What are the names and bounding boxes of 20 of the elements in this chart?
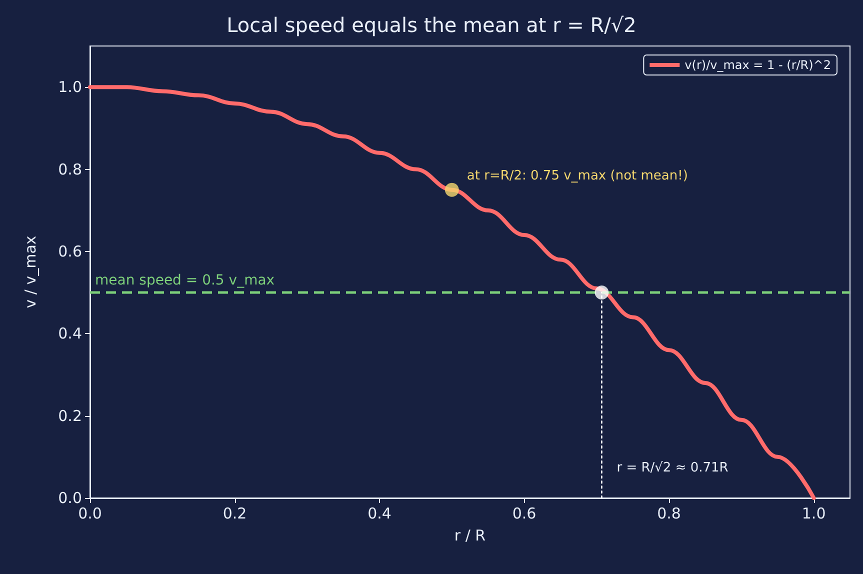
annotation: r = R/√2 ≈ 0.71R xyxy=(616,460,728,476)
y-axis-title: v / v_max xyxy=(22,236,40,308)
x-tick-label: 0.0 xyxy=(78,504,102,522)
x-tick-label: 0.6 xyxy=(512,504,536,522)
y-tick-label: 1.0 xyxy=(58,78,82,96)
y-tick-label: 0.4 xyxy=(58,324,82,343)
x-tick-label: 0.8 xyxy=(657,504,681,522)
ref-line-label: mean speed = 0.5 v_max xyxy=(95,272,275,289)
legend-label: v(r)/v_max = 1 - (r/R)^2 xyxy=(684,58,832,72)
x-tick-label: 1.0 xyxy=(802,504,826,522)
y-tick-label: 0.2 xyxy=(58,406,82,425)
line-series xyxy=(88,85,816,500)
x-axis-title: r / R xyxy=(454,526,486,544)
annotation: at r=R/2: 0.75 v_max (not mean!) xyxy=(466,168,688,184)
y-tick-label: 0.6 xyxy=(58,242,82,260)
x-tick-label: 0.2 xyxy=(222,504,247,522)
y-tick-label: 0.0 xyxy=(58,489,82,507)
y-tick-label: 0.8 xyxy=(58,160,82,178)
x-tick-label: 0.4 xyxy=(368,504,392,522)
chart-title: Local speed equals the mean at r = R/√2 xyxy=(226,13,636,37)
